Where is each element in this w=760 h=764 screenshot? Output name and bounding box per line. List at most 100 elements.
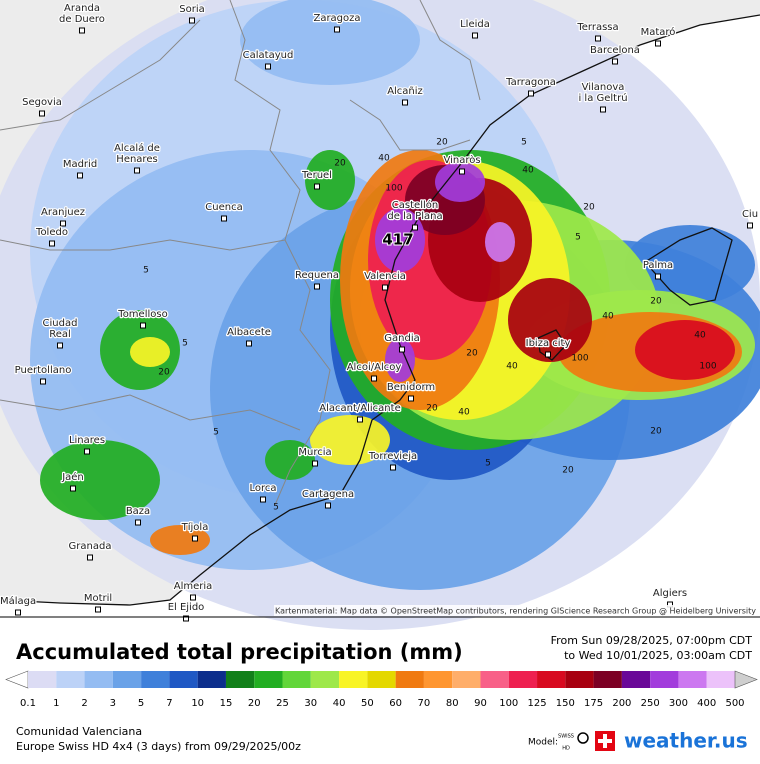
colorbar-label: 40 (333, 698, 346, 709)
contour-label: 100 (699, 362, 716, 372)
mallorca (644, 227, 733, 306)
city-marker (70, 485, 76, 492)
colorbar-label: 2 (81, 698, 87, 709)
colorbar-label: 7 (166, 698, 172, 709)
city-marker (408, 395, 414, 402)
colorbar-label: 3 (110, 698, 116, 709)
city-label: Algiers (653, 588, 687, 599)
city-label: Granada (69, 541, 112, 552)
ibiza (537, 329, 567, 361)
city-label: de la Plana (387, 211, 442, 222)
city-marker (325, 502, 331, 509)
city-marker (189, 17, 195, 24)
colorbar-swatch (537, 671, 566, 688)
city-label: Alacant/Alicante (319, 403, 400, 414)
colorbar-label: 5 (138, 698, 144, 709)
contour-label: 5 (521, 138, 527, 148)
rain-area (375, 208, 425, 272)
city-marker (459, 168, 465, 175)
contour-label: 20 (436, 138, 448, 148)
contour-label: 100 (571, 354, 588, 364)
city-label: Castellón (392, 199, 438, 211)
city-label: de Duero (59, 14, 105, 25)
attribution-bg (274, 605, 760, 616)
city-label: Almeria (174, 581, 213, 592)
colorbar-swatch (706, 671, 735, 688)
rain-area (635, 320, 735, 380)
city-marker (39, 110, 45, 117)
city-marker (57, 342, 63, 349)
city-marker (183, 615, 189, 622)
colorbar-label: 1 (53, 698, 59, 709)
colorbar-swatch (565, 671, 594, 688)
city-marker (399, 346, 405, 353)
city-label: Alcoi/Alcoy (347, 362, 402, 373)
city-label: Toledo (35, 227, 68, 238)
colorbar-swatch (423, 671, 453, 688)
colorbar-swatch (367, 671, 396, 688)
city-marker (357, 416, 363, 423)
colorbar-label: 15 (220, 698, 233, 709)
colorbar-swatch (339, 671, 368, 688)
city-label: Soria (179, 4, 204, 15)
city-label: Vinaròs (443, 154, 480, 166)
city-label: i la Geltrú (578, 92, 627, 104)
colorbar-label: 90 (474, 698, 487, 709)
city-marker (472, 32, 478, 39)
city-label: Cartagena (302, 489, 354, 500)
colorbar-label: 500 (725, 698, 744, 709)
rain-area (485, 222, 515, 262)
city-label: Alcañiz (387, 86, 423, 97)
city-marker (528, 90, 534, 97)
city-marker (314, 283, 320, 290)
city-label: Segovia (22, 97, 62, 108)
city-marker (747, 222, 753, 229)
magnifier-icon (577, 732, 589, 744)
colorbar-swatch (28, 671, 57, 688)
period-start: From Sun 09/28/2025, 07:00pm CDT (551, 634, 753, 647)
colorbar-swatch (593, 671, 622, 688)
contour-label: 40 (458, 408, 470, 418)
contour-label: 20 (650, 297, 662, 307)
colorbar-swatch (310, 671, 340, 688)
rain-area (435, 162, 485, 202)
contour-label: 20 (334, 159, 346, 169)
colorbar-swatch (141, 671, 170, 688)
brand[interactable]: weather.us (624, 729, 748, 753)
colorbar-swatch (678, 671, 707, 688)
contour-label: 5 (575, 233, 581, 243)
city-label: Murcia (298, 447, 331, 458)
city-label: Lleida (460, 19, 490, 30)
borders (0, 0, 481, 506)
city-label: Tarragona (505, 77, 556, 88)
city-marker (612, 58, 618, 65)
colorbar-label: 175 (584, 698, 603, 709)
city-label: Tomelloso (117, 309, 167, 320)
city-label: Baza (126, 506, 150, 517)
legend-title: Accumulated total precipitation (mm) (16, 640, 463, 664)
rain-area (40, 440, 160, 520)
colorbar-label: 60 (389, 698, 402, 709)
city-label: Linares (69, 435, 105, 446)
colorbar-label: 200 (612, 698, 631, 709)
contour-label: 5 (143, 266, 149, 276)
border (0, 239, 286, 251)
swiss-cross (598, 734, 612, 748)
contour-label: 5 (182, 339, 188, 349)
colorbar-swatch (225, 671, 255, 688)
city-marker (192, 535, 198, 542)
city-label: Albacete (227, 327, 271, 338)
colorbar-swatch (452, 671, 481, 688)
rain-area (508, 278, 592, 362)
colorbar-swatch (508, 671, 538, 688)
rain-area (150, 525, 210, 555)
city-marker (390, 464, 396, 471)
colorbar-swatch (621, 671, 651, 688)
city-label: Alcalá de (114, 142, 160, 154)
city-marker (655, 273, 661, 280)
contour-label: 20 (158, 368, 170, 378)
city-marker (221, 215, 227, 222)
model-line: Europe Swiss HD 4x4 (3 days) from 09/29/… (16, 740, 301, 753)
contour-label: 5 (273, 503, 279, 513)
